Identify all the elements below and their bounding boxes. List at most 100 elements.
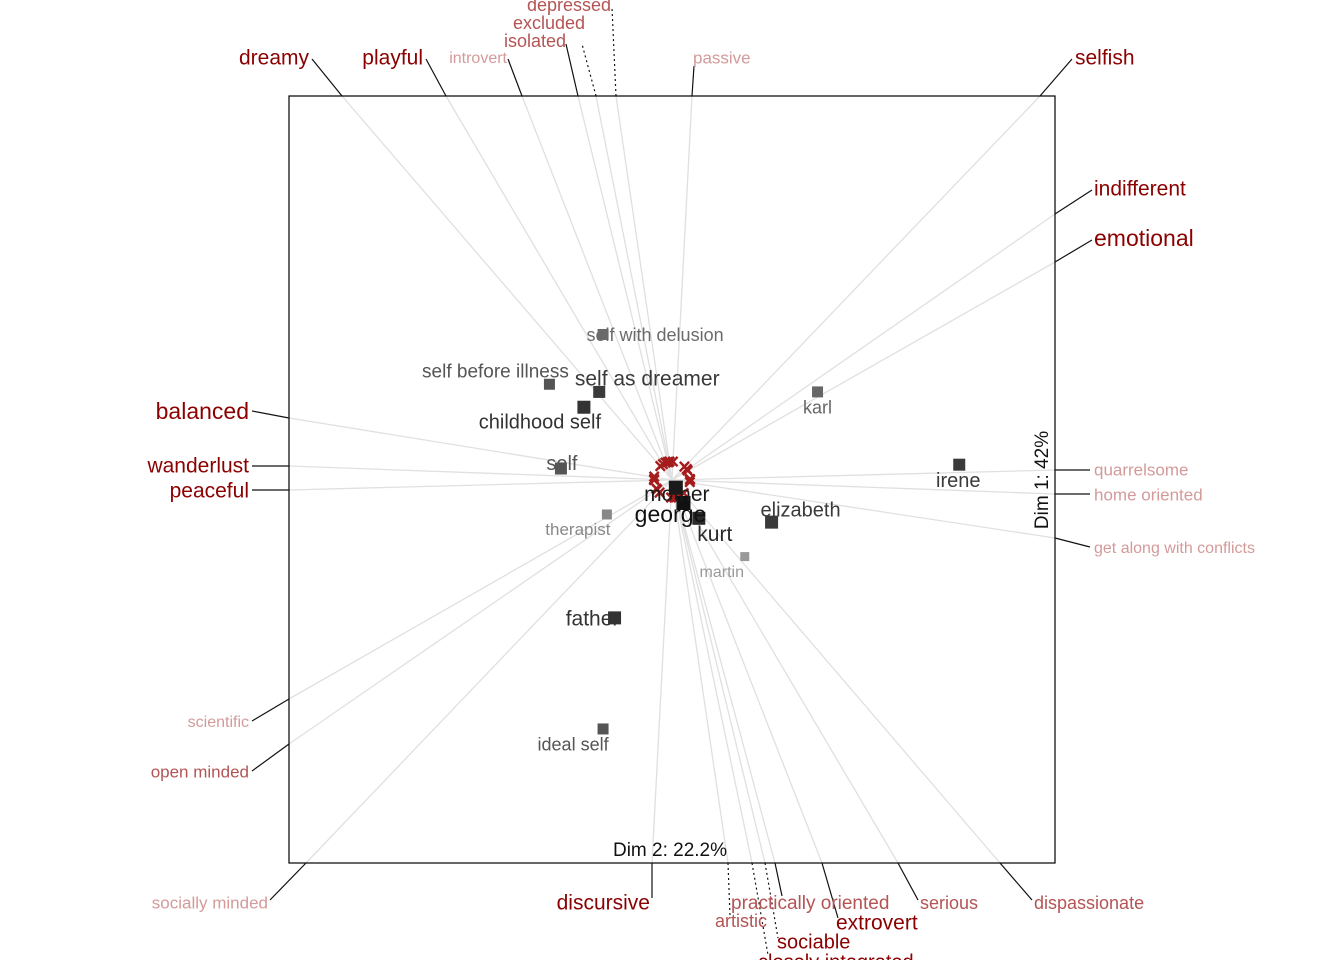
connector-depressed [611, 7, 617, 97]
ray-indifferent [671, 213, 1056, 481]
element-point-childhood-self [577, 400, 591, 414]
element-label-father: father [566, 607, 620, 630]
element-point-elizabeth [765, 515, 779, 529]
element-label-george: george [635, 501, 707, 527]
construct-label-introvert: introvert [449, 50, 507, 67]
vector-marker-dreamy: × [654, 453, 667, 478]
connector-extrovert [821, 862, 839, 919]
construct-label-serious: serious [920, 893, 978, 913]
ray-excluded [595, 95, 673, 481]
ray-dreamy [341, 95, 673, 481]
ray-scientific [288, 479, 673, 700]
vector-marker-scientific: × [650, 476, 663, 501]
element-point-karl [812, 386, 824, 398]
element-point-irene [953, 458, 966, 471]
connector-isolated [565, 43, 579, 97]
ray-passive [671, 95, 693, 481]
element-label-self-with-delusion: self with delusion [587, 325, 724, 345]
construct-label-extrovert: extrovert [836, 912, 918, 935]
construct-label-peaceful: peaceful [170, 480, 249, 503]
ray-socially-minded [305, 479, 673, 864]
ray-dispassionate [671, 479, 1001, 864]
connector-introvert [507, 58, 523, 97]
ray-artistic [671, 479, 729, 864]
ray-discursive [651, 479, 673, 864]
construct-labels: dreamy playful introvertisolatedexcludedde… [146, 0, 1255, 960]
vector-marker-playful: × [656, 451, 669, 476]
vector-marker-wanderlust: × [648, 466, 661, 491]
construct-label-dispassionate: dispassionate [1034, 893, 1144, 913]
x-axis-label: Dim 2: 22.2% [613, 840, 727, 861]
vector-marker-introvert: × [659, 450, 672, 475]
element-label-irene: irene [936, 470, 980, 492]
vector-marker-isolated: × [661, 450, 674, 475]
connector-practically-oriented [774, 862, 783, 897]
vector-marker-depressed: × [663, 449, 676, 474]
construct-label-dreamy: dreamy [239, 47, 310, 70]
element-label-elizabeth: elizabeth [761, 499, 841, 521]
connector-get-along-with-conflicts [1054, 537, 1091, 548]
element-label-martin: martin [700, 564, 744, 581]
connector-playful [425, 58, 447, 97]
vector-marker-home-oriented: × [684, 468, 697, 493]
element-point-father [608, 611, 622, 625]
connector-emotional [1054, 239, 1093, 263]
construct-label-discursive: discursive [557, 892, 650, 915]
connector-artistic [727, 862, 731, 917]
element-point-mother [668, 480, 683, 495]
element-point-ideal-self [597, 723, 609, 735]
connector-socially-minded [269, 862, 307, 901]
vector-marker-balanced: × [648, 464, 661, 489]
element-points [543, 328, 966, 735]
vector-marker-open-minded: × [651, 477, 664, 502]
y-axis-label: Dim 1: 42% [1032, 431, 1053, 529]
construct-label-wanderlust: wanderlust [146, 455, 249, 478]
construct-label-artistic: artistic [715, 911, 767, 931]
vector-marker-get-along-with-conflicts: × [683, 470, 696, 495]
ray-open-minded [288, 479, 673, 745]
vector-marker-emotional: × [681, 458, 694, 483]
vector-marker-selfish: × [678, 454, 691, 479]
construct-label-selfish: selfish [1075, 47, 1135, 70]
element-label-self-before-illness: self before illness [422, 361, 569, 382]
connector-closely-integrated [751, 862, 769, 956]
vector-marker-indifferent: × [680, 457, 693, 482]
ray-peaceful [288, 479, 673, 491]
construct-label-get-along-with-conflicts: get along with conflicts [1094, 540, 1255, 557]
connector-open-minded [251, 743, 290, 772]
construct-label-emotional: emotional [1094, 225, 1194, 251]
ray-depressed [615, 95, 673, 481]
ray-home-oriented [671, 479, 1056, 495]
construct-label-passive: passive [693, 48, 751, 67]
connector-passive [691, 65, 695, 97]
connector-balanced [251, 410, 290, 419]
element-label-mother: mother [644, 483, 709, 506]
element-label-therapist: therapist [545, 520, 610, 539]
ray-practically-oriented [671, 479, 776, 864]
element-point-therapist [601, 509, 612, 520]
construct-label-open-minded: open minded [151, 762, 249, 781]
connector-dispassionate [999, 862, 1033, 901]
element-label-self: self [546, 453, 578, 475]
construct-label-practically-oriented: practically oriented [731, 893, 889, 914]
element-point-self-as-dreamer [593, 385, 606, 398]
construct-label-home-oriented: home oriented [1094, 485, 1203, 504]
construct-label-excluded: excluded [513, 13, 585, 33]
construct-label-socially-minded: socially minded [152, 893, 268, 912]
ray-extrovert [671, 479, 823, 864]
element-point-kurt [692, 511, 706, 525]
construct-label-playful: playful [362, 47, 423, 70]
ray-wanderlust [288, 465, 673, 481]
ray-quarrelsome [671, 469, 1056, 481]
plot-frame [288, 95, 1056, 864]
vector-marker-peaceful: × [648, 467, 661, 492]
connector-serious [897, 862, 919, 901]
connector-dreamy [311, 58, 343, 97]
vector-marker-quarrelsome: × [684, 467, 697, 492]
ray-selfish [671, 95, 1041, 481]
construct-label-isolated: isolated [504, 31, 566, 51]
element-label-childhood-self: childhood self [479, 412, 602, 434]
ray-closely-integrated [671, 479, 753, 864]
element-point-self-before-illness [543, 378, 555, 390]
